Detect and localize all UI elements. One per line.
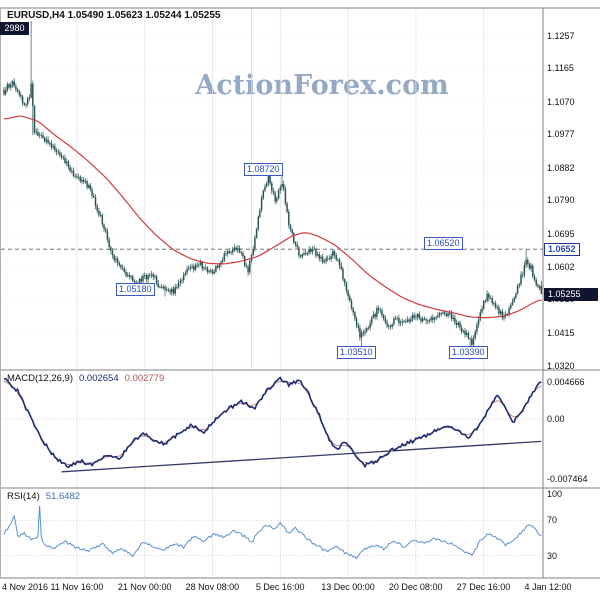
rsi-header: RSI(14) 51.6482 xyxy=(7,491,86,502)
chart-title: EURUSD,H4 1.05490 1.05623 1.05244 1.0525… xyxy=(7,10,221,21)
macd-axis-label: 0.004666 xyxy=(547,377,585,387)
price-axis-label: 1.0320 xyxy=(547,361,575,371)
rsi-value: 51.6482 xyxy=(45,491,81,502)
rsi-axis-label: 30 xyxy=(547,551,558,561)
macd-value: 0.002654 xyxy=(79,373,119,384)
rsi-panel xyxy=(1,489,543,577)
macd-label: MACD(12,26,9) xyxy=(7,373,73,384)
macd-signal-line xyxy=(3,380,542,466)
macd-signal-value: 0.002779 xyxy=(124,373,165,384)
date-label: 21 Nov 00:00 xyxy=(117,582,172,592)
price-axis-label: 1.0882 xyxy=(547,163,575,173)
candle-wicks xyxy=(3,21,542,360)
date-label: 11 Nov 16:00 xyxy=(50,582,104,592)
price-annotation: 1.05180 xyxy=(116,283,155,296)
price-annotation: 1.08720 xyxy=(244,163,283,176)
price-axis-label: 1.1257 xyxy=(547,31,575,41)
macd-axis-label: -0.007464 xyxy=(547,474,588,484)
rsi-label: RSI(14) xyxy=(7,491,40,502)
candle-bodies xyxy=(3,81,543,345)
price-axis-label: 1.0977 xyxy=(547,129,575,139)
price-axis-label: 1.0602 xyxy=(547,262,575,272)
date-label: 4 Jan 12:00 xyxy=(524,582,572,592)
price-axis-label: 1.0790 xyxy=(547,195,575,205)
date-label: 4 Nov 2016 xyxy=(2,582,49,592)
date-label: 27 Dec 16:00 xyxy=(456,582,511,592)
macd-header: MACD(12,26,9) 0.002654 0.002779 xyxy=(7,373,170,384)
watermark: ActionForex.com xyxy=(195,70,449,101)
macd-line xyxy=(3,376,542,469)
price-annotation: 1.06520 xyxy=(424,237,463,250)
macd-axis-label: 0.00 xyxy=(547,414,565,424)
price-annotation: 1.03510 xyxy=(337,346,376,359)
main-price-panel xyxy=(1,9,543,369)
moving-average-line xyxy=(3,115,542,319)
current-price-axis-label: 1.05255 xyxy=(544,288,598,301)
price-axis-label: 1.1165 xyxy=(547,63,574,73)
date-label: 5 Dec 16:00 xyxy=(255,582,305,592)
macd-panel xyxy=(1,371,543,487)
date-label: 20 Dec 08:00 xyxy=(388,582,443,592)
price-axis-label: 1.0415 xyxy=(547,328,575,338)
rsi-axis-label: 100 xyxy=(547,489,563,499)
resistance-axis-label: 1.0652 xyxy=(544,243,580,256)
rsi-axis-label: 70 xyxy=(547,515,558,525)
date-label: 13 Dec 00:00 xyxy=(321,582,375,592)
macd-trendline xyxy=(61,440,542,473)
price-annotation: 1.03390 xyxy=(449,346,488,359)
rsi-line xyxy=(3,505,542,560)
date-label: 28 Nov 08:00 xyxy=(185,582,240,592)
price-axis-label: 1.1070 xyxy=(547,97,575,107)
price-axis-label: 1.0695 xyxy=(547,229,575,239)
spike-high-label: 2980 xyxy=(0,22,29,35)
